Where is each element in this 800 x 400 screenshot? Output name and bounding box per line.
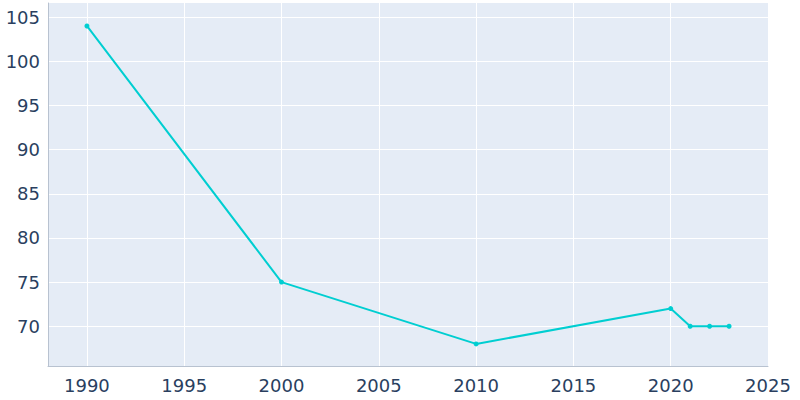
svg-text:1995: 1995 [161, 375, 207, 396]
svg-text:2015: 2015 [550, 375, 596, 396]
svg-text:75: 75 [17, 272, 40, 293]
svg-text:95: 95 [17, 95, 40, 116]
svg-text:100: 100 [6, 51, 40, 72]
svg-text:2020: 2020 [648, 375, 694, 396]
svg-text:2005: 2005 [356, 375, 402, 396]
svg-text:85: 85 [17, 183, 40, 204]
svg-text:1990: 1990 [64, 375, 110, 396]
svg-text:2010: 2010 [453, 375, 499, 396]
svg-text:2000: 2000 [259, 375, 305, 396]
svg-text:105: 105 [6, 7, 40, 28]
svg-text:2025: 2025 [745, 375, 791, 396]
svg-text:70: 70 [17, 316, 40, 337]
svg-text:90: 90 [17, 139, 40, 160]
svg-text:80: 80 [17, 227, 40, 248]
